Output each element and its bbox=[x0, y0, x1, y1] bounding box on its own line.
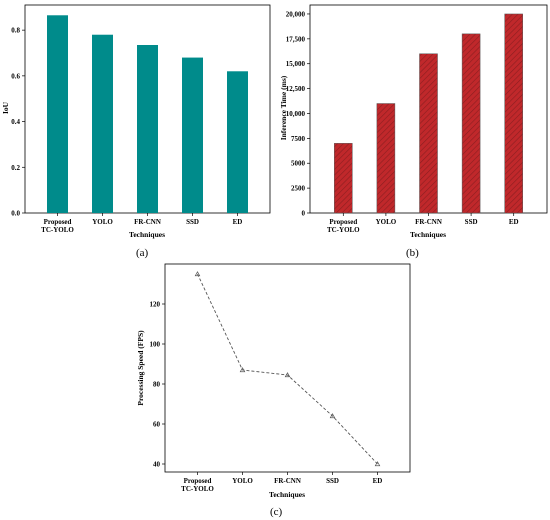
chart-c-xtick-label: Proposed bbox=[184, 477, 212, 485]
chart-b-bar bbox=[419, 53, 438, 214]
chart-c-point bbox=[194, 271, 201, 277]
chart-b-ytick-label: 12,500 bbox=[286, 85, 306, 93]
chart-b-ytick-label: 2500 bbox=[291, 185, 306, 193]
chart-c-frame bbox=[164, 263, 411, 473]
chart-a-panel-label: (a) bbox=[136, 247, 149, 259]
chart-a-bar bbox=[92, 34, 113, 213]
chart-c-series bbox=[194, 271, 381, 467]
chart-b-xtick-label: FR-CNN bbox=[415, 218, 442, 226]
chart-b-ytick-label: 10,000 bbox=[286, 110, 306, 118]
chart-b-ytick-label: 15,000 bbox=[286, 60, 306, 68]
chart-c-xtick-label: FR-CNN bbox=[274, 477, 301, 485]
chart-a-ytick-label: 0.8 bbox=[11, 27, 20, 35]
chart-a-xlabel: Techniques bbox=[129, 230, 165, 239]
chart-a-xtick-label: FR-CNN bbox=[134, 218, 161, 226]
chart-b-xlabel: Techniques bbox=[410, 230, 446, 239]
chart-c-ylabel: Processing Speed (FPS) bbox=[136, 330, 145, 406]
chart-a-bars bbox=[47, 15, 248, 214]
chart-a-xtick-label: SSD bbox=[186, 218, 199, 226]
chart-b-bar bbox=[376, 103, 396, 214]
chart-b-xtick-label: ED bbox=[509, 218, 519, 226]
chart-c-panel-label: (c) bbox=[270, 506, 283, 518]
chart-c-point bbox=[284, 372, 291, 378]
chart-a-y-axis: 0.0 0.2 0.4 0.6 0.8 bbox=[11, 27, 25, 218]
chart-b-ylabel: Inference Time (ms) bbox=[279, 75, 288, 140]
chart-b-ytick-label: 0 bbox=[302, 210, 306, 218]
chart-a-xtick-label: Proposed bbox=[44, 218, 72, 226]
chart-a-ylabel: IoU bbox=[1, 101, 10, 114]
chart-c-y-axis: 40 60 80 100 120 bbox=[150, 301, 165, 469]
chart-c-ytick-label: 40 bbox=[153, 461, 161, 469]
chart-c-xlabel: Techniques bbox=[269, 490, 305, 499]
chart-a-xtick-label: ED bbox=[233, 218, 243, 226]
chart-c-ytick-label: 100 bbox=[150, 341, 161, 349]
chart-c-xtick-label: YOLO bbox=[232, 477, 253, 485]
chart-c-point bbox=[329, 413, 336, 419]
chart-a-bar bbox=[182, 57, 203, 214]
chart-b-bars bbox=[334, 13, 523, 214]
chart-a-ytick-label: 0.6 bbox=[11, 72, 20, 80]
chart-b-xtick-label: SSD bbox=[465, 218, 478, 226]
chart-c-xtick-label: ED bbox=[373, 477, 383, 485]
chart-c-point bbox=[374, 461, 381, 467]
chart-a-xtick-label: TC-YOLO bbox=[41, 226, 74, 234]
chart-a-xtick-label: YOLO bbox=[92, 218, 113, 226]
chart-b-xtick-label: Proposed bbox=[329, 218, 357, 226]
chart-b-panel-label: (b) bbox=[406, 247, 419, 259]
chart-c-xtick-label: SSD bbox=[326, 477, 339, 485]
chart-c-ytick-label: 120 bbox=[150, 301, 161, 309]
chart-b-xtick-label: TC-YOLO bbox=[327, 226, 360, 234]
chart-a-ytick-label: 0.2 bbox=[11, 164, 20, 172]
chart-c-ytick-label: 80 bbox=[153, 381, 161, 389]
chart-a-ytick-label: 0.4 bbox=[11, 118, 20, 126]
chart-a-ytick-label: 0.0 bbox=[11, 210, 20, 218]
chart-c-ytick-label: 60 bbox=[153, 421, 161, 429]
chart-b-ytick-label: 17,500 bbox=[286, 35, 306, 43]
chart-b-ytick-label: 20,000 bbox=[286, 10, 306, 18]
chart-a-bar bbox=[227, 71, 248, 214]
chart-a-bar bbox=[47, 15, 68, 213]
chart-c-xtick-label: TC-YOLO bbox=[181, 485, 214, 493]
chart-b-ytick-label: 5000 bbox=[291, 160, 306, 168]
chart-b: 0 2500 5000 7500 10,000 12,500 15,000 17,500 20,… bbox=[279, 4, 548, 259]
chart-b-bar bbox=[461, 33, 481, 214]
chart-b-xtick-label: YOLO bbox=[376, 218, 397, 226]
chart-b-bar bbox=[504, 13, 523, 214]
chart-c-line bbox=[197, 273, 378, 465]
chart-b-ytick-label: 7500 bbox=[291, 135, 306, 143]
chart-a-bar bbox=[137, 45, 158, 213]
chart-b-bar bbox=[334, 143, 353, 214]
chart-c-point bbox=[239, 367, 246, 373]
chart-b-y-axis: 0 2500 5000 7500 10,000 12,500 15,000 17,500 20,… bbox=[286, 10, 310, 218]
